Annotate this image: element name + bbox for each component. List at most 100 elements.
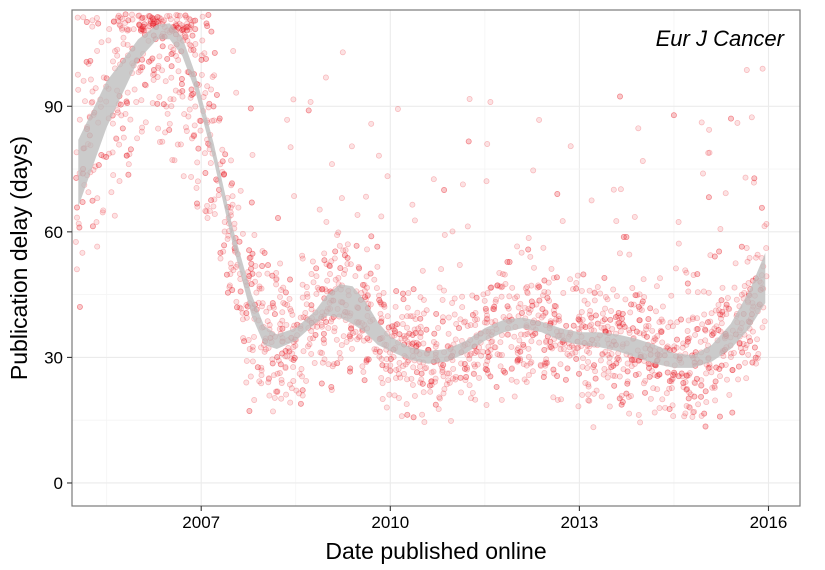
scatter-point [586, 287, 593, 294]
scatter-point [528, 298, 535, 305]
scatter-point [406, 330, 413, 337]
scatter-point [686, 335, 693, 342]
scatter-point [383, 356, 390, 363]
scatter-point [319, 285, 326, 292]
scatter-point [489, 338, 496, 345]
scatter-point [79, 199, 86, 206]
scatter-point [548, 343, 554, 350]
scatter-point [119, 26, 126, 33]
scatter-point [629, 285, 636, 291]
scatter-point [404, 304, 411, 311]
scatter-point [338, 195, 345, 202]
scatter-point [155, 125, 162, 132]
scatter-point [100, 153, 107, 160]
scatter-point [715, 327, 722, 333]
scatter-point [458, 360, 465, 367]
scatter-point [525, 354, 532, 360]
scatter-point [283, 321, 290, 328]
scatter-point [286, 348, 293, 355]
scatter-point [360, 281, 366, 288]
scatter-point [719, 308, 726, 315]
scatter-point [684, 373, 691, 379]
scatter-point [735, 363, 742, 370]
scatter-point [682, 379, 689, 385]
scatter-point [686, 370, 693, 377]
scatter-point [417, 315, 424, 322]
scatter-point [590, 364, 597, 371]
scatter-point [378, 301, 385, 308]
scatter-point [461, 319, 468, 326]
scatter-point [459, 304, 466, 311]
scatter-point [502, 369, 508, 376]
scatter-point [494, 351, 501, 358]
scatter-point [439, 318, 446, 325]
scatter-point [300, 348, 307, 355]
scatter-point [656, 319, 663, 326]
scatter-point [105, 37, 112, 44]
scatter-point [398, 335, 405, 342]
scatter-point [136, 22, 143, 29]
scatter-point [624, 378, 631, 385]
scatter-point [738, 291, 745, 298]
scatter-point [116, 141, 123, 148]
scatter-point [401, 333, 407, 340]
scatter-point [556, 317, 563, 324]
scatter-point [222, 151, 229, 158]
scatter-point [716, 248, 723, 255]
scatter-point [616, 323, 623, 330]
scatter-point [119, 25, 126, 32]
scatter-point [653, 283, 660, 290]
scatter-point [524, 288, 531, 295]
scatter-point [543, 339, 550, 346]
scatter-point [576, 317, 583, 324]
scatter-point [439, 364, 446, 371]
scatter-point [482, 366, 489, 373]
scatter-point [258, 344, 264, 351]
scatter-point [92, 163, 99, 170]
scatter-point [156, 139, 163, 145]
scatter-point [228, 182, 235, 189]
scatter-point [651, 371, 658, 378]
scatter-point [736, 340, 743, 346]
scatter-point [396, 331, 403, 338]
scatter-point [76, 224, 83, 231]
scatter-point [284, 116, 291, 123]
scatter-point [716, 248, 723, 255]
scatter-point [485, 370, 492, 377]
scatter-point [628, 393, 634, 399]
scatter-point [72, 238, 79, 245]
scatter-point [355, 334, 362, 341]
scatter-point [513, 378, 520, 385]
scatter-point [331, 255, 338, 262]
scatter-point [672, 371, 678, 378]
scatter-point [111, 212, 118, 219]
scatter-point [550, 274, 557, 281]
scatter-point [297, 400, 304, 407]
scatter-point [353, 242, 360, 249]
scatter-point [230, 48, 237, 54]
scatter-point [364, 292, 371, 299]
scatter-point [428, 381, 435, 388]
scatter-point [574, 272, 581, 279]
scatter-point [85, 189, 92, 196]
scatter-point [89, 223, 96, 230]
journal-annotation: Eur J Cancer [656, 26, 786, 51]
scatter-point [249, 250, 256, 257]
scatter-point [432, 343, 439, 350]
scatter-point [629, 325, 636, 332]
scatter-point [204, 202, 211, 209]
scatter-point [680, 340, 687, 347]
scatter-point [352, 273, 359, 280]
scatter-point [127, 146, 134, 153]
scatter-point [249, 358, 256, 365]
scatter-point [573, 279, 580, 286]
scatter-point [626, 251, 633, 258]
scatter-point [89, 197, 96, 204]
scatter-point [205, 11, 212, 18]
scatter-point [192, 103, 199, 110]
scatter-point [409, 313, 416, 320]
scatter-point [299, 294, 306, 301]
scatter-point [364, 292, 371, 299]
scatter-point [183, 128, 190, 134]
